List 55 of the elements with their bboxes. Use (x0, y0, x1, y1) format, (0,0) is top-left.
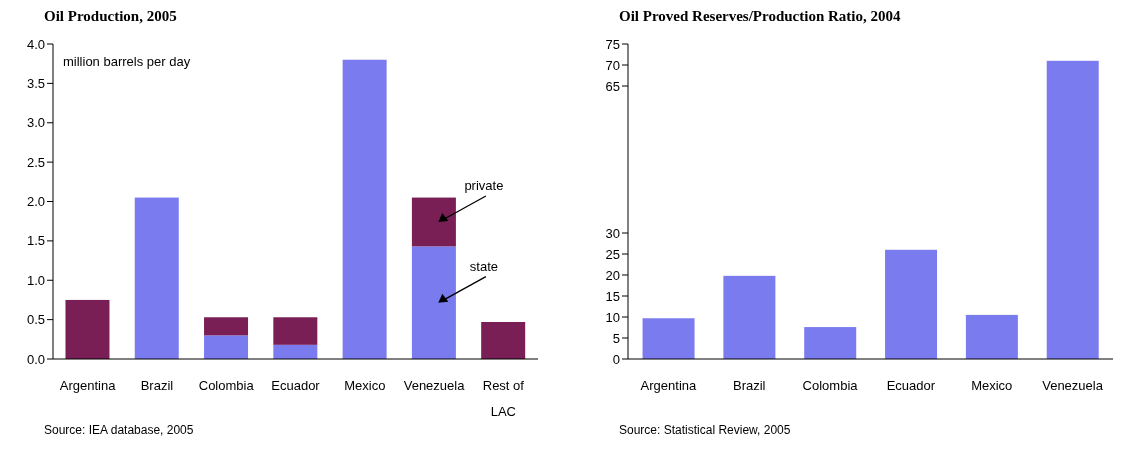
y-tick-label: 30 (605, 225, 620, 241)
x-tick-label: Ecuador (271, 378, 321, 394)
y-tick-label: 20 (605, 267, 620, 283)
y-tick-label: 3.0 (26, 115, 45, 131)
bar (723, 275, 776, 359)
y-tick-label: 2.0 (26, 194, 45, 210)
bar (1046, 60, 1099, 359)
x-tick-label: Argentina (59, 378, 117, 394)
chart-title: Oil Production, 2005 (43, 8, 178, 26)
x-tick-label: Colombia (198, 378, 255, 394)
x-tick-label: Brazil (732, 378, 766, 394)
bar (965, 314, 1018, 359)
y-tick-label: 15 (605, 288, 620, 304)
y-tick-label: 0.5 (26, 312, 45, 328)
bar (204, 317, 249, 336)
x-tick-label: Venezuela (403, 378, 466, 394)
source-note: Source: IEA database, 2005 (43, 423, 195, 437)
x-tick-label: Brazil (140, 378, 174, 394)
y-tick-label: 0 (612, 351, 620, 367)
y-tick-label: 75 (605, 36, 620, 52)
y-tick-label: 1.0 (26, 272, 45, 288)
y-tick-label: 65 (605, 78, 620, 94)
x-tick-label: Mexico (344, 378, 386, 394)
bar (65, 299, 110, 359)
x-tick-label: Rest of LAC (482, 378, 525, 420)
y-tick-label: 0.0 (26, 351, 45, 367)
bar (273, 344, 318, 359)
y-tick-label: 3.5 (26, 75, 45, 91)
series-label: state (469, 258, 498, 274)
y-tick-label: 5 (612, 330, 620, 346)
bar (804, 327, 857, 359)
x-tick-label: Argentina (640, 378, 698, 394)
y-tick-label: 70 (605, 57, 620, 73)
x-tick-label: Ecuador (886, 378, 936, 394)
y-tick-label: 25 (605, 246, 620, 262)
y-tick-label: 10 (605, 309, 620, 325)
chart-title: Oil Proved Reserves/Production Ratio, 2004 (618, 8, 902, 26)
bar (342, 59, 387, 359)
bar (411, 246, 456, 359)
bar (411, 197, 456, 247)
x-tick-label: Venezuela (1042, 378, 1104, 394)
x-tick-label: Colombia (802, 378, 859, 394)
bar (481, 321, 526, 359)
bar (885, 249, 938, 359)
y-axis-title: million barrels per day (63, 54, 191, 69)
source-note: Source: Statistical Review, 2005 (618, 423, 792, 437)
bar (204, 335, 249, 359)
y-tick-label: 4.0 (26, 36, 45, 52)
y-tick-label: 2.5 (26, 154, 45, 170)
y-tick-label: 1.5 (26, 233, 45, 249)
bar (134, 197, 179, 359)
bar (642, 318, 695, 359)
x-tick-label: Mexico (971, 378, 1013, 394)
series-label: private (464, 177, 504, 193)
bar (273, 317, 318, 345)
